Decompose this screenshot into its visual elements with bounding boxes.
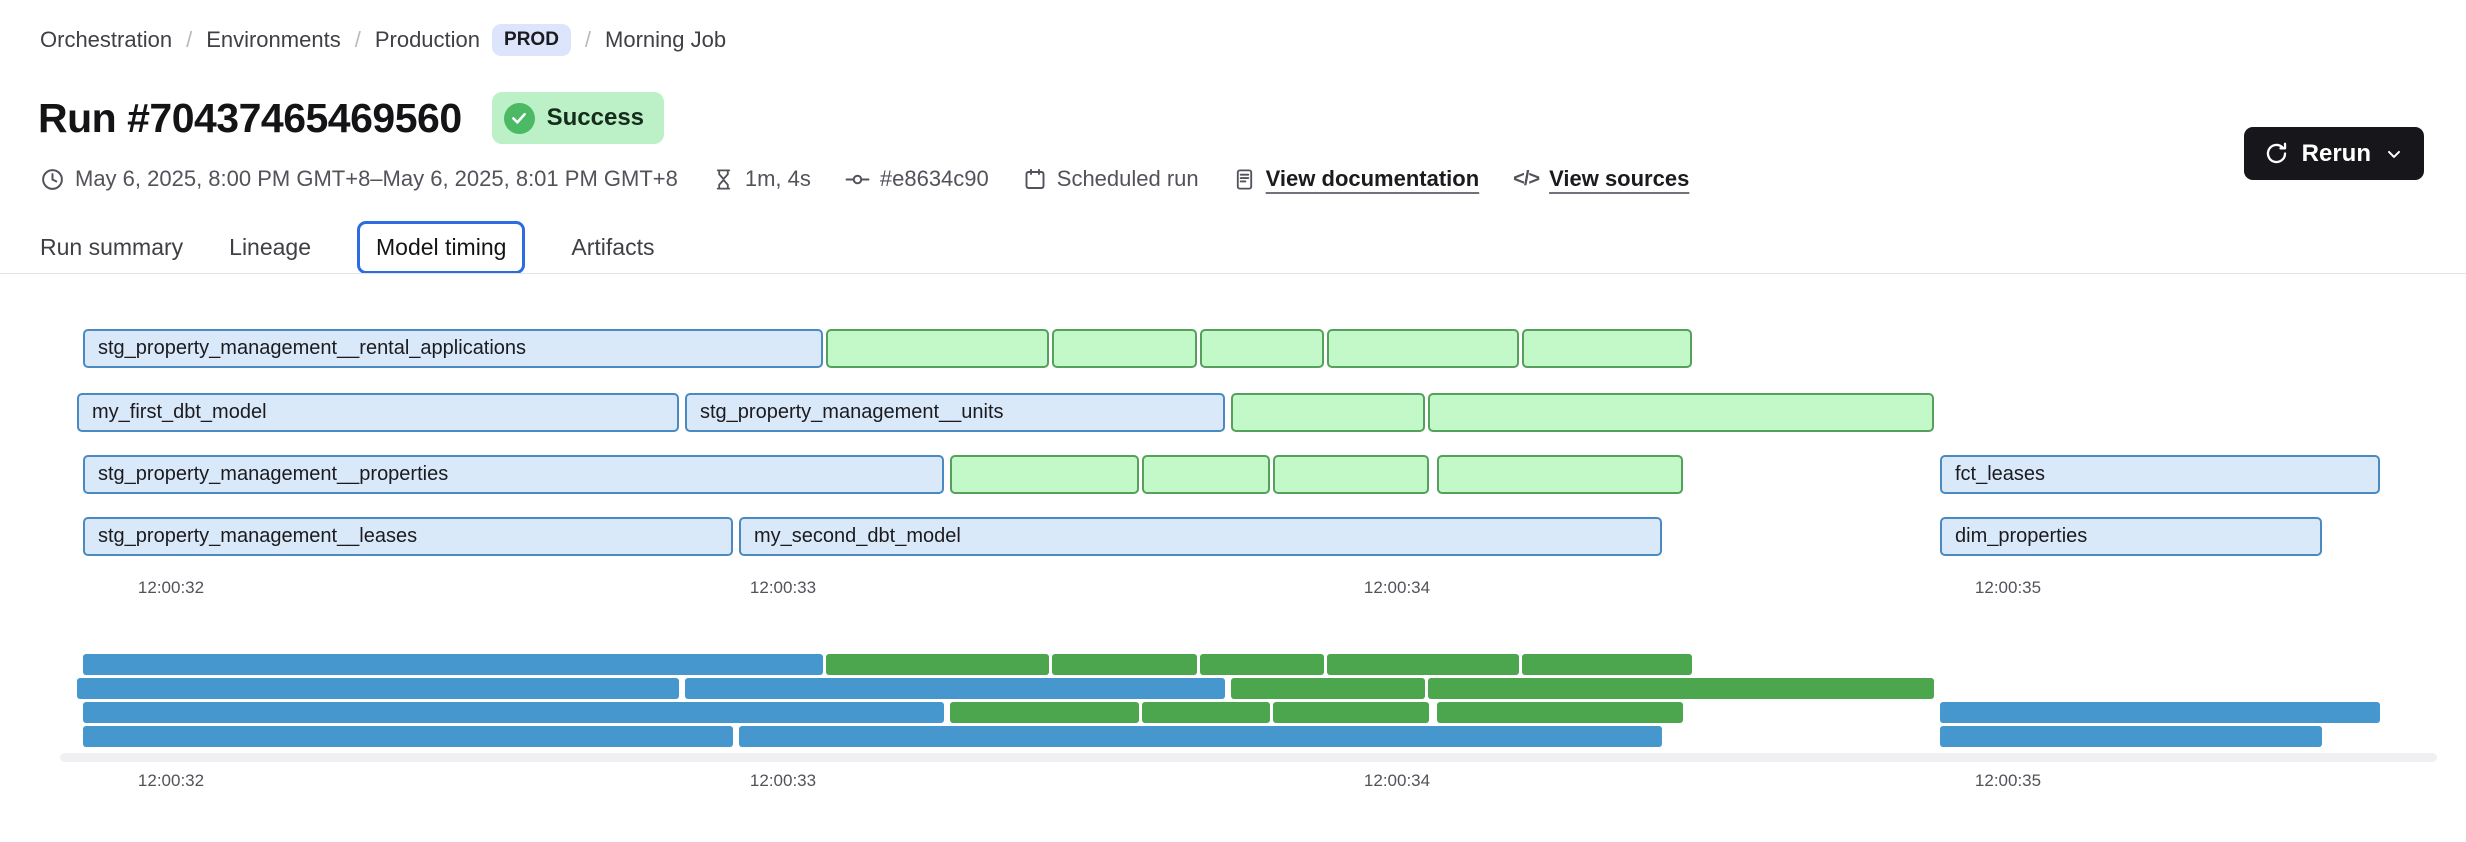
minimap-bar[interactable] — [1327, 654, 1519, 675]
minimap-bar[interactable] — [1200, 654, 1324, 675]
run-trigger: Scheduled run — [1023, 166, 1199, 192]
model-bar[interactable]: stg_property_management__leases — [83, 517, 733, 556]
minimap-bar[interactable] — [685, 678, 1225, 699]
tab-run-summary[interactable]: Run summary — [40, 234, 184, 260]
tabs-divider — [0, 273, 2466, 274]
breadcrumb-separator: / — [354, 27, 361, 52]
run-meta-row: May 6, 2025, 8:00 PM GMT+8–May 6, 2025, … — [40, 166, 1689, 192]
hourglass-icon — [712, 168, 735, 191]
minimap-bar[interactable] — [1428, 678, 1934, 699]
view-documentation-link[interactable]: View documentation — [1233, 166, 1479, 192]
tab-lineage[interactable]: Lineage — [229, 234, 312, 260]
model-bar[interactable] — [1231, 393, 1425, 432]
breadcrumb-environments[interactable]: Environments — [206, 27, 341, 52]
tab-artifacts[interactable]: Artifacts — [571, 234, 655, 260]
git-commit-icon — [845, 167, 870, 192]
status-badge: Success — [491, 92, 665, 144]
title-row: Run #70437465469560 Success — [38, 92, 665, 144]
breadcrumb-separator: / — [584, 27, 592, 52]
minimap-bar[interactable] — [1522, 654, 1692, 675]
breadcrumb-morning-job[interactable]: Morning Job — [605, 27, 727, 52]
model-bar[interactable]: stg_property_management__units — [685, 393, 1225, 432]
tab-model-timing[interactable]: Model timing — [357, 221, 526, 274]
model-bar[interactable] — [1327, 329, 1519, 368]
code-icon: </> — [1513, 167, 1540, 190]
breadcrumb-separator: / — [186, 27, 193, 52]
view-sources-link[interactable]: </> View sources — [1513, 166, 1690, 191]
success-check-icon — [503, 102, 535, 134]
page-title: Run #70437465469560 — [38, 94, 462, 141]
axis-tick-label: 12:00:32 — [137, 578, 205, 597]
minimap-bar[interactable] — [739, 726, 1662, 747]
breadcrumb-production[interactable]: Production — [374, 27, 481, 52]
rerun-button[interactable]: Rerun — [2243, 127, 2424, 180]
minimap-bar[interactable] — [950, 702, 1139, 723]
breadcrumb-orchestration[interactable]: Orchestration — [40, 27, 173, 52]
status-label: Success — [546, 104, 645, 131]
breadcrumb: Orchestration / Environments / Productio… — [40, 24, 726, 56]
model-bar[interactable] — [1428, 393, 1934, 432]
model-bar[interactable] — [1142, 455, 1270, 494]
minimap-bar[interactable] — [83, 654, 823, 675]
minimap-bar[interactable] — [1231, 678, 1425, 699]
axis-tick-label: 12:00:35 — [1974, 771, 2042, 790]
axis-tick-label: 12:00:34 — [1363, 578, 1431, 597]
model-bar[interactable] — [1200, 329, 1324, 368]
minimap-bar[interactable] — [1940, 726, 2322, 747]
model-bar[interactable]: dim_properties — [1940, 517, 2322, 556]
model-bar[interactable] — [1437, 455, 1683, 494]
document-icon — [1233, 168, 1256, 191]
minimap-bar[interactable] — [826, 654, 1049, 675]
model-bar[interactable]: my_second_dbt_model — [739, 517, 1662, 556]
refresh-icon — [2264, 141, 2289, 166]
minimap-bar[interactable] — [1940, 702, 2380, 723]
run-commit: #e8634c90 — [845, 166, 989, 192]
prod-badge: PROD — [492, 24, 571, 56]
clock-icon — [40, 167, 65, 192]
minimap-scrollbar-track[interactable] — [60, 753, 2437, 762]
tab-bar: Run summary Lineage Model timing Artifac… — [40, 221, 654, 274]
axis-tick-label: 12:00:34 — [1363, 771, 1431, 790]
model-bar[interactable] — [1522, 329, 1692, 368]
minimap-bar[interactable] — [1142, 702, 1270, 723]
model-bar[interactable]: stg_property_management__rental_applicat… — [83, 329, 823, 368]
axis-tick-label: 12:00:33 — [749, 771, 817, 790]
model-bar[interactable] — [826, 329, 1049, 368]
minimap-bar[interactable] — [83, 702, 944, 723]
model-bar[interactable] — [950, 455, 1139, 494]
run-date-range: May 6, 2025, 8:00 PM GMT+8–May 6, 2025, … — [40, 166, 678, 192]
chevron-down-icon — [2384, 144, 2404, 164]
model-bar[interactable]: fct_leases — [1940, 455, 2380, 494]
axis-tick-label: 12:00:32 — [137, 771, 205, 790]
minimap-bar[interactable] — [1437, 702, 1683, 723]
axis-tick-label: 12:00:35 — [1974, 578, 2042, 597]
minimap-bar[interactable] — [1273, 702, 1429, 723]
minimap-bar[interactable] — [1052, 654, 1197, 675]
model-bar[interactable]: my_first_dbt_model — [77, 393, 679, 432]
minimap-bar[interactable] — [77, 678, 679, 699]
axis-tick-label: 12:00:33 — [749, 578, 817, 597]
rerun-label: Rerun — [2301, 139, 2371, 167]
minimap-bar[interactable] — [83, 726, 733, 747]
model-bar[interactable] — [1273, 455, 1429, 494]
model-bar[interactable] — [1052, 329, 1197, 368]
calendar-icon — [1023, 167, 1047, 191]
run-duration: 1m, 4s — [712, 166, 811, 192]
model-bar[interactable]: stg_property_management__properties — [83, 455, 944, 494]
